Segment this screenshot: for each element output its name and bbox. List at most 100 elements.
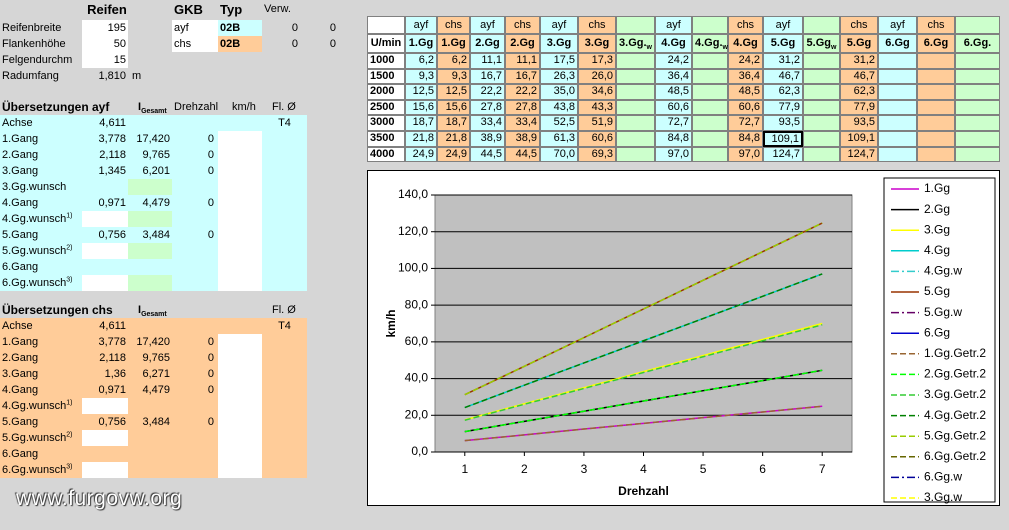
speed-cell bbox=[803, 53, 840, 69]
x-tick-label: 2 bbox=[521, 462, 528, 476]
legend-label: 5.Gg bbox=[924, 284, 950, 298]
series-line bbox=[464, 369, 823, 433]
speed-cell: 77,9 bbox=[840, 99, 878, 116]
speed-cell bbox=[917, 131, 955, 147]
kmh-cell bbox=[218, 350, 262, 366]
speed-cell: 21,8 bbox=[437, 131, 470, 147]
speed-cell bbox=[917, 99, 955, 116]
speed-cell: 124,7 bbox=[763, 146, 803, 163]
speed-cell: 35,0 bbox=[540, 84, 578, 100]
speed-cell bbox=[917, 84, 955, 100]
legend-box bbox=[883, 177, 996, 503]
speed-cell bbox=[616, 146, 655, 163]
speed-cell bbox=[692, 115, 728, 131]
speed-cell: 27,8 bbox=[505, 99, 540, 116]
speed-cell: 22,2 bbox=[505, 84, 540, 100]
speed-cell: 69,3 bbox=[578, 146, 616, 163]
speed-cell: 9,3 bbox=[405, 68, 437, 85]
fl: T4 bbox=[278, 117, 291, 129]
kmh-cell bbox=[218, 259, 262, 275]
ratio: 2,118 bbox=[99, 352, 126, 364]
speed-cell: 26,3 bbox=[540, 68, 578, 85]
rpm: 0 bbox=[207, 368, 214, 380]
speed-cell bbox=[917, 53, 955, 69]
ratio: 4,611 bbox=[99, 117, 126, 129]
total: 3,484 bbox=[142, 416, 170, 428]
chart: 0,0 20,0 40,0 60,0 80,0 100,0 120,0 140,0 1 2 3 4 5 6… bbox=[367, 170, 1000, 506]
total-cell bbox=[128, 243, 172, 259]
speed-cell: 16,7 bbox=[505, 68, 540, 85]
header-kmh: km/h bbox=[232, 101, 256, 113]
speed-cell: 15,6 bbox=[405, 99, 437, 116]
group-cell: ayf bbox=[405, 16, 437, 34]
header-cell: 6.Gg bbox=[878, 34, 917, 53]
gear-label: Achse bbox=[2, 320, 33, 332]
speed-cell bbox=[955, 53, 1000, 69]
kmh-cell bbox=[218, 195, 262, 211]
y-tick-label: 40,0 bbox=[405, 371, 429, 385]
speed-cell bbox=[616, 99, 655, 116]
rpm-cell: 3000 bbox=[367, 115, 405, 131]
gear-label: 3.Gang bbox=[2, 368, 39, 380]
kmh-cell bbox=[218, 131, 262, 147]
speed-cell: 11,1 bbox=[470, 53, 505, 69]
tire-value: 15 bbox=[82, 52, 128, 68]
footnote-mark: 1) bbox=[66, 212, 73, 220]
speed-cell: 34,6 bbox=[578, 84, 616, 100]
speed-cell: 38,9 bbox=[470, 131, 505, 147]
speed-cell: 93,5 bbox=[840, 115, 878, 131]
total: 6,201 bbox=[142, 165, 170, 177]
legend-label: 3.Gg.w bbox=[924, 490, 962, 504]
header-cell: 2.Gg bbox=[505, 34, 540, 53]
speed-cell: 72,7 bbox=[655, 115, 692, 131]
kmh-cell bbox=[218, 243, 262, 259]
y-tick-label: 80,0 bbox=[405, 297, 429, 311]
speed-cell bbox=[878, 99, 917, 116]
speed-cell bbox=[616, 84, 655, 100]
kmh-cell bbox=[218, 275, 262, 291]
footnote-mark: 3) bbox=[66, 276, 73, 284]
gear-label: 4.Gg.wunsch1) bbox=[2, 212, 73, 225]
kmh-cell bbox=[218, 398, 262, 414]
speed-cell: 12,5 bbox=[405, 84, 437, 100]
tire-value: 195 bbox=[82, 20, 128, 36]
total: 9,765 bbox=[142, 149, 170, 161]
speed-cell bbox=[803, 115, 840, 131]
tire-label: Reifenbreite bbox=[2, 22, 62, 34]
speed-cell bbox=[955, 99, 1000, 116]
header-cell: 5.Gg bbox=[840, 34, 878, 53]
x-axis-label: Drehzahl bbox=[618, 484, 669, 498]
rpm: 0 bbox=[207, 336, 214, 348]
kmh-cell bbox=[218, 446, 262, 462]
total: 17,420 bbox=[136, 336, 170, 348]
speed-cell: 44,5 bbox=[470, 146, 505, 163]
gkb-header: Typ bbox=[220, 2, 243, 17]
ratio-cell bbox=[82, 275, 128, 291]
tire-value: 50 bbox=[82, 36, 128, 52]
ratio: 4,611 bbox=[99, 320, 126, 332]
subscript: Gesamt bbox=[141, 311, 167, 319]
header-cell: 5.Gg bbox=[763, 34, 803, 53]
speed-cell: 97,0 bbox=[728, 146, 763, 163]
tire-title: Reifen bbox=[87, 2, 127, 17]
x-tick-label: 3 bbox=[581, 462, 588, 476]
legend-label: 3.Gg bbox=[924, 222, 950, 236]
plot-area bbox=[434, 194, 853, 453]
speed-cell bbox=[616, 53, 655, 69]
speed-cell: 17,3 bbox=[578, 53, 616, 69]
row-band bbox=[0, 115, 307, 131]
group-cell: chs bbox=[505, 16, 540, 34]
header-cell: 6.Gg. bbox=[955, 34, 1000, 53]
gear-label: Achse bbox=[2, 117, 33, 129]
speed-cell: 11,1 bbox=[505, 53, 540, 69]
speed-cell: 84,8 bbox=[728, 131, 763, 147]
speed-cell: 62,3 bbox=[840, 84, 878, 100]
legend-label: 4.Gg bbox=[924, 243, 950, 257]
kmh-cell bbox=[218, 179, 262, 195]
speed-cell: 21,8 bbox=[405, 131, 437, 147]
x-tick-label: 7 bbox=[819, 462, 826, 476]
series-line bbox=[464, 222, 823, 396]
header-cell: 6.Gg bbox=[917, 34, 955, 53]
group-cell: ayf bbox=[655, 16, 692, 34]
